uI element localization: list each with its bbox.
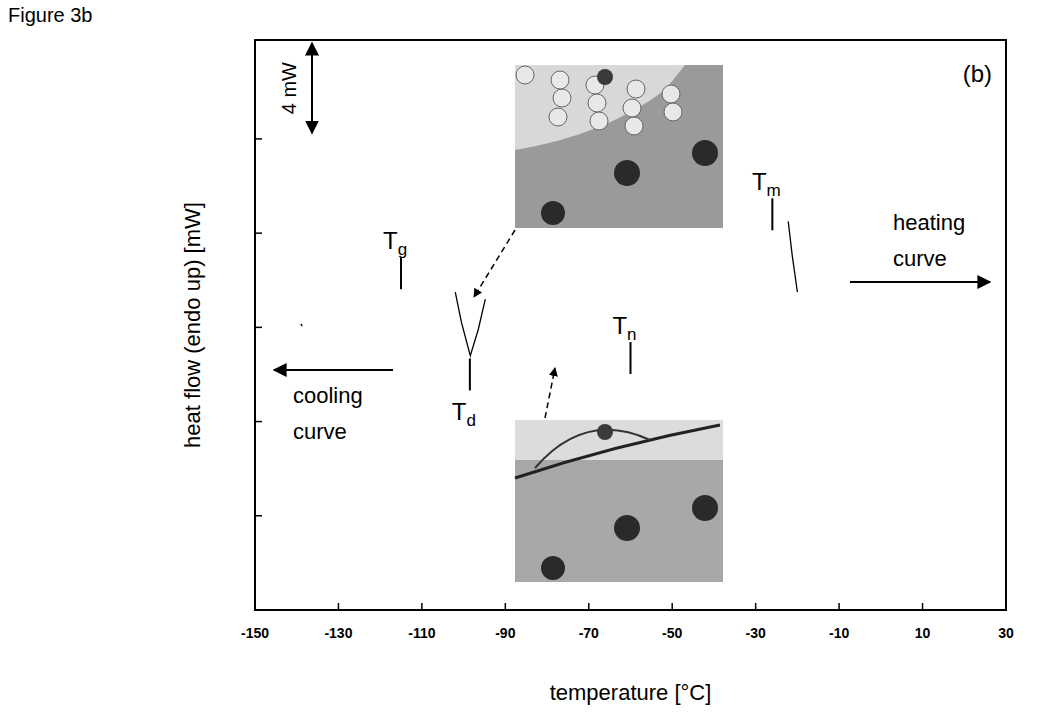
annotation-subscript: d [466,411,475,430]
chart: Figure 3b -150 -130 -110 -90 -70 -50 -30 -10 10 30… [0,0,1050,721]
micrograph-cell [516,66,534,84]
annotation-subscript: n [627,325,636,344]
x-tick [671,603,673,610]
y-tick [255,138,262,140]
x-tick-label: -70 [579,625,599,641]
x-tick-label: -30 [746,625,766,641]
scale-bar-label: 4 mW [278,62,300,114]
x-tick [254,603,256,610]
annotation-marker [469,358,471,390]
annotation-subscript: g [398,240,407,259]
micrograph-cell [588,94,606,112]
micrograph-cell [664,103,682,121]
x-tick-label: -10 [829,625,849,641]
micrograph-cell [627,80,645,98]
x-tick-label: -130 [324,625,352,641]
heating-arrow [850,281,990,283]
micrograph [515,420,723,582]
micrograph-spot [614,515,640,541]
series-label: cooling curve [293,383,363,444]
inset-arrow [545,368,555,418]
annotation-label: Td [452,398,476,430]
dsc-curve [788,221,797,292]
micrograph-region [515,65,685,150]
series-label-line: cooling [293,383,363,408]
series-label-line: curve [893,246,947,271]
y-tick [255,421,262,423]
x-tick-label: 30 [998,625,1014,641]
inset-arrow [474,230,515,297]
x-tick [922,603,924,610]
micrograph-cell [551,71,569,89]
annotation-label: Tm [752,168,781,200]
x-tick [755,603,757,610]
annotation-main: T [383,227,398,254]
annotation-main: T [752,168,767,195]
annotation-marker [400,257,402,289]
annotation-label: Tg [383,227,407,259]
y-tick [255,327,262,329]
annotation-main: T [452,398,467,425]
annotation-marker [630,342,632,374]
y-axis-label: heat flow (endo up) [mW] [180,202,205,448]
micrograph-spot [597,424,613,440]
series-label-line: curve [293,419,347,444]
micrograph-spot [692,495,718,521]
micrograph-spot [692,140,718,166]
annotation-subscript: m [767,181,781,200]
micrograph-cell [623,99,641,117]
x-tick [338,603,340,610]
dsc-curve [301,292,485,356]
x-tick-label: -90 [495,625,515,641]
micrograph-edge [515,425,720,478]
micrograph-cell [662,85,680,103]
micrograph-spot [597,69,613,85]
micrograph-cell [590,112,608,130]
x-tick [838,603,840,610]
series-group [301,221,798,355]
cooling-arrow [274,369,393,371]
micrograph-edge [535,430,650,468]
micrograph-cell [553,89,571,107]
panel-label: (b) [963,60,992,87]
x-tick-label: 10 [915,625,931,641]
annotation-marker [771,198,773,230]
annotation-label: Tn [612,312,636,344]
x-tick [421,603,423,610]
micrograph-bg [515,420,723,582]
plot-frame [255,40,1006,610]
series-label: heating curve [893,210,965,271]
y-tick [255,232,262,234]
x-tick-label: -50 [662,625,682,641]
micrograph-spot [541,201,565,225]
annotation-main: T [612,312,627,339]
micrograph-bg [515,65,723,228]
x-tick-label: -110 [408,625,435,641]
y-tick [255,515,262,517]
micrograph-region [515,420,723,460]
micrograph-cell [549,108,567,126]
x-tick [1005,603,1007,610]
micrograph-spot [614,160,640,186]
x-tick [588,603,590,610]
micrograph-cell [625,117,643,135]
micrograph [515,65,723,228]
x-tick-label: -150 [241,625,269,641]
x-tick [505,603,507,610]
scale-bar [311,43,313,133]
micrograph-spot [541,556,565,580]
x-axis-label: temperature [°C] [550,680,712,705]
figure-label: Figure 3b [8,4,93,26]
series-label-line: heating [893,210,965,235]
